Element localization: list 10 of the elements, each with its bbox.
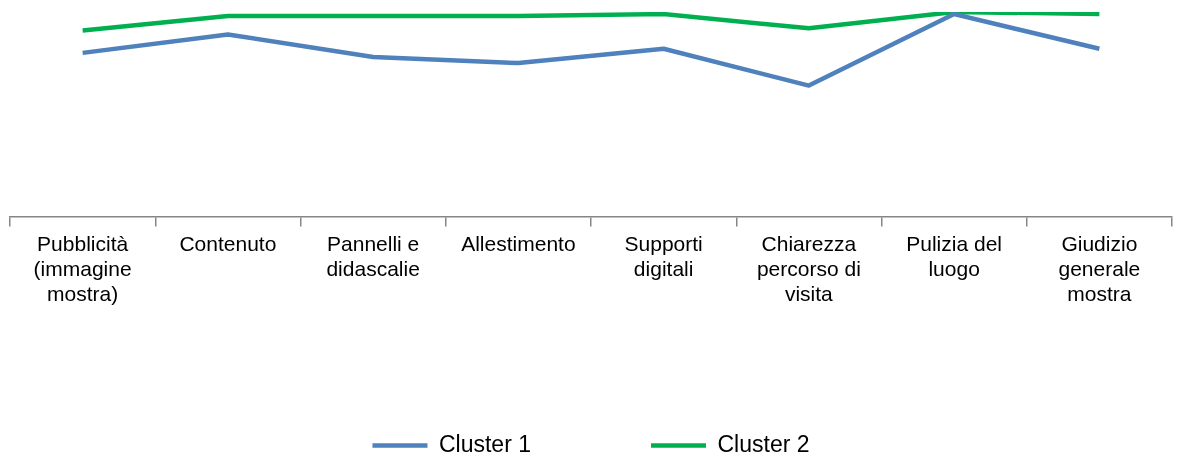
x-tick-label: Supporti digitali: [624, 231, 703, 280]
x-tick-label: Allestimento: [461, 231, 576, 255]
legend-label: Cluster 1: [438, 430, 532, 457]
x-tick-label: Giudizio generale mostra: [1058, 231, 1141, 306]
x-tick-label: Pannelli e didascalie: [326, 231, 420, 280]
x-tick-label: Chiarezza percorso di visita: [756, 231, 861, 306]
x-tick-label: Pubblicità (immagine mostra): [33, 231, 132, 306]
x-tick-label: Contenuto: [179, 231, 277, 255]
legend-label: Cluster 2: [717, 430, 810, 457]
x-tick-label: Pulizia del luogo: [906, 231, 1002, 280]
